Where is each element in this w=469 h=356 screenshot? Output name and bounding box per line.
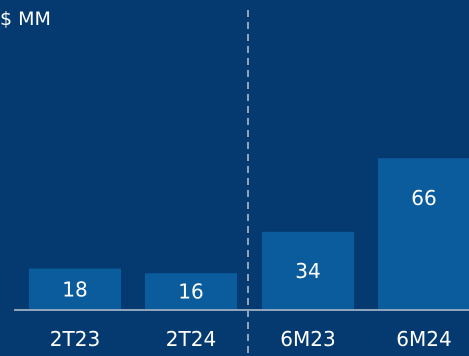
labels-group: 18 2T23 16 2T24 34 6M23 66 6M24 [50, 186, 452, 351]
bars-group [29, 158, 469, 310]
bar-2T23 [29, 268, 121, 310]
category-label-6M23: 6M23 [280, 327, 335, 351]
data-label-2T23: 18 [62, 277, 87, 301]
bar-6M23 [262, 231, 354, 310]
category-label-6M24: 6M24 [396, 327, 451, 351]
category-label-2T23: 2T23 [50, 327, 100, 351]
category-label-2T24: 2T24 [166, 327, 216, 351]
bar-2T24 [145, 273, 237, 310]
data-label-2T24: 16 [178, 280, 203, 304]
y-axis-label: $ MM [0, 8, 51, 30]
bar-6M24 [378, 158, 469, 310]
data-label-6M24: 66 [411, 186, 436, 210]
data-label-6M23: 34 [295, 259, 320, 283]
